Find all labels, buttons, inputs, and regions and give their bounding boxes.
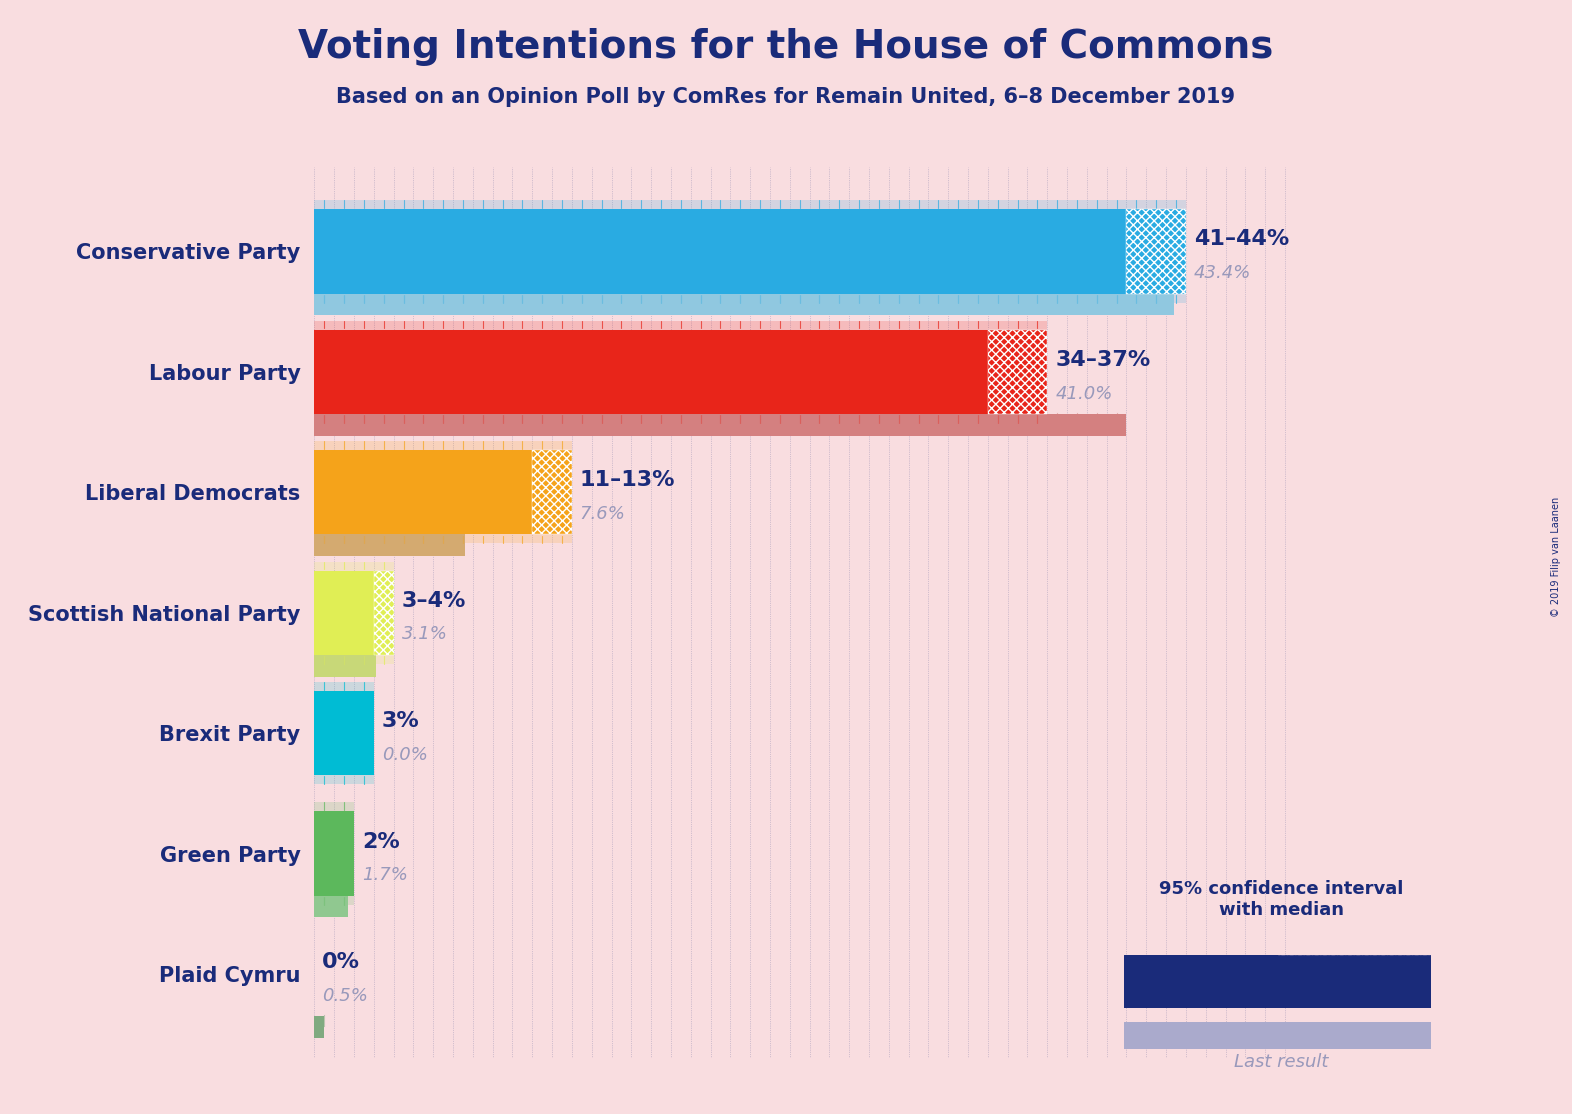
Text: 2%: 2%	[362, 831, 399, 851]
Bar	[314, 209, 1127, 294]
Bar	[314, 294, 1174, 315]
Text: Last result: Last result	[1234, 1053, 1328, 1071]
Text: 0.0%: 0.0%	[382, 745, 428, 764]
Text: 0%: 0%	[322, 952, 360, 971]
Bar	[314, 535, 465, 556]
Bar	[1127, 209, 1185, 294]
Bar	[314, 811, 354, 896]
Text: 95% confidence interval
with median: 95% confidence interval with median	[1159, 880, 1404, 919]
Bar	[314, 450, 533, 535]
Text: 3.1%: 3.1%	[401, 625, 448, 644]
Bar	[314, 441, 572, 544]
Bar	[314, 896, 347, 918]
Text: 41.0%: 41.0%	[1055, 384, 1113, 402]
Text: Based on an Opinion Poll by ComRes for Remain United, 6–8 December 2019: Based on an Opinion Poll by ComRes for R…	[336, 87, 1236, 107]
Bar	[314, 1016, 324, 1038]
Bar	[314, 570, 374, 655]
Text: 0.5%: 0.5%	[322, 987, 368, 1005]
Bar	[987, 330, 1047, 414]
Text: 3%: 3%	[382, 711, 420, 731]
Text: 43.4%: 43.4%	[1193, 264, 1251, 282]
Bar	[314, 655, 376, 676]
Bar	[533, 450, 572, 535]
Bar	[314, 330, 987, 414]
Bar	[1124, 955, 1278, 1008]
Text: 1.7%: 1.7%	[362, 867, 407, 885]
Bar	[314, 691, 374, 775]
Text: 3–4%: 3–4%	[401, 590, 465, 610]
Bar	[314, 561, 393, 664]
Bar	[314, 414, 1127, 436]
Bar	[1278, 955, 1431, 1008]
Text: 34–37%: 34–37%	[1055, 350, 1151, 370]
Text: © 2019 Filip van Laanen: © 2019 Filip van Laanen	[1552, 497, 1561, 617]
Text: Voting Intentions for the House of Commons: Voting Intentions for the House of Commo…	[299, 28, 1273, 66]
Text: 41–44%: 41–44%	[1193, 229, 1289, 250]
Bar	[314, 201, 1185, 303]
Text: 11–13%: 11–13%	[580, 470, 676, 490]
Text: 7.6%: 7.6%	[580, 505, 626, 522]
Bar	[314, 321, 1047, 423]
Bar	[314, 802, 354, 905]
Bar	[314, 682, 374, 784]
Bar	[374, 570, 393, 655]
